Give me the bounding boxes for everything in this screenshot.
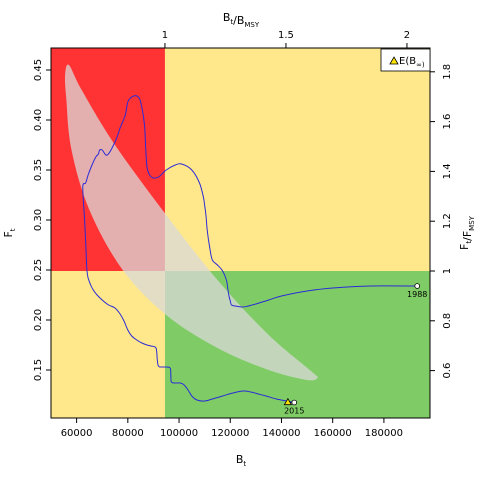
y2-tick-label: 0.8 (442, 313, 453, 329)
legend-label: E(B∞) (399, 56, 425, 69)
legend-triangle-icon (389, 56, 399, 65)
y-tick-label: 0.15 (33, 359, 44, 381)
legend: E(B∞) (380, 48, 431, 72)
y-tick-label: 0.25 (33, 259, 44, 281)
y-tick-label: 0.35 (33, 159, 44, 181)
y2-tick-label: 1.6 (442, 114, 453, 130)
trajectory-line (82, 95, 418, 404)
x-tick-label: 140000 (262, 428, 300, 439)
x-tick-label: 160000 (314, 428, 352, 439)
y-tick-label: 0.20 (33, 309, 44, 331)
confidence-ellipse (64, 64, 319, 381)
right-axis: 0.6 0.8 1 1.2 1.4 1.6 1.8 (430, 64, 453, 379)
quadrant-layer (51, 48, 430, 418)
year-point-2015 (291, 399, 298, 406)
ellipse-layer (64, 64, 319, 381)
year-point-1988 (414, 283, 420, 289)
expected-biomass-marker (283, 397, 293, 406)
x2-tick-label: 1.5 (278, 30, 294, 41)
x2-tick-label: 2 (404, 30, 410, 41)
x2-axis-title: Bt/BMSY (223, 11, 260, 29)
y2-tick-label: 1.4 (442, 163, 453, 179)
x-tick-label: 180000 (365, 428, 403, 439)
x-axis-title: Bt (236, 453, 247, 468)
top-axis: 1 1.5 2 (162, 30, 410, 48)
legend-box (380, 48, 431, 72)
y-tick-label: 0.45 (33, 59, 44, 81)
y2-axis-title: Ft/FMSY (458, 215, 476, 250)
x-tick-label: 80000 (112, 428, 144, 439)
overfishing-quadrant (164, 48, 430, 271)
y-axis-title: Ft (2, 228, 17, 237)
y2-tick-label: 0.6 (442, 363, 453, 379)
x-tick-label: 100000 (160, 428, 198, 439)
y2-tick-label: 1.2 (442, 213, 453, 229)
y2-tick-label: 1 (442, 268, 453, 274)
points-layer: 1988 2015 (283, 283, 427, 416)
trajectory-layer (82, 95, 418, 404)
x2-tick-label: 1 (162, 30, 168, 41)
y-tick-label: 0.40 (33, 109, 44, 131)
year-label-1988: 1988 (407, 290, 427, 299)
year-label-2015: 2015 (284, 407, 304, 416)
y-tick-label: 0.30 (33, 209, 44, 231)
x-tick-label: 60000 (61, 428, 93, 439)
plot-frame (50, 47, 431, 419)
bottom-axis: 60000 80000 100000 120000 140000 160000 180000 (61, 418, 403, 439)
x-tick-label: 120000 (211, 428, 249, 439)
left-axis: 0.15 0.20 0.25 0.30 0.35 0.40 0.45 (33, 59, 51, 381)
y2-tick-label: 1.8 (442, 64, 453, 80)
